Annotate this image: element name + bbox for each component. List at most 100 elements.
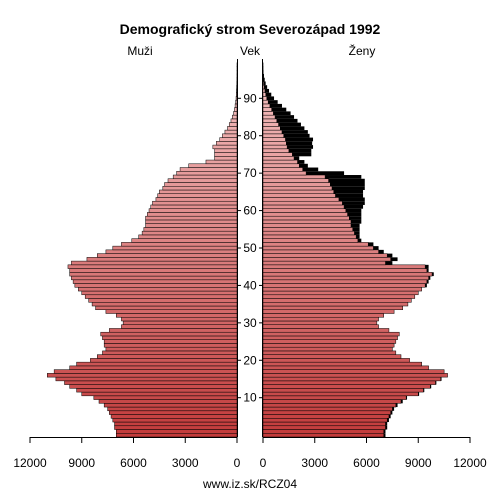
male-bar-age-42 — [71, 275, 238, 281]
female-bar-age-23 — [262, 346, 393, 352]
male-bar-age-50 — [112, 245, 238, 251]
female-excess-age-57 — [350, 219, 362, 224]
male-bar-age-74 — [214, 156, 238, 161]
male-bar-age-53 — [138, 234, 238, 239]
female-bar-age-64 — [262, 193, 336, 198]
female-excess-age-67 — [330, 182, 365, 187]
female-bar-age-9 — [262, 399, 402, 404]
male-bar-age-44 — [69, 268, 238, 273]
male-bar-age-47 — [86, 257, 238, 262]
male-bar-age-66 — [162, 185, 238, 191]
female-bar-age-0 — [262, 433, 384, 438]
female-bar-age-24 — [262, 343, 395, 348]
female-bar-age-83 — [262, 122, 279, 127]
male-bar-age-58 — [145, 215, 238, 221]
female-bar-age-74 — [262, 156, 295, 161]
male-bar-age-37 — [84, 294, 238, 299]
male-bar-age-18 — [69, 365, 238, 370]
female-excess-age-83 — [278, 122, 301, 127]
male-bar-age-65 — [159, 189, 238, 194]
male-bar-age-49 — [105, 249, 238, 254]
male-bar-age-19 — [76, 361, 238, 367]
female-excess-age-81 — [281, 130, 308, 134]
female-bar-age-31 — [262, 316, 379, 322]
male-bar-age-26 — [102, 335, 238, 340]
female-bar-age-7 — [262, 406, 393, 412]
male-bar-age-71 — [179, 167, 238, 172]
female-bar-age-88 — [262, 103, 271, 108]
female-excess-age-8 — [395, 403, 398, 408]
footer-url: www.iz.sk/RCZ04 — [202, 477, 297, 491]
female-bar-age-22 — [262, 350, 397, 355]
female-excess-age-75 — [292, 152, 312, 157]
female-bar-age-18 — [262, 365, 429, 370]
female-excess-age-41 — [426, 279, 429, 284]
female-excess-age-60 — [345, 208, 362, 213]
female-bar-age-81 — [262, 129, 283, 135]
female-bar-age-49 — [262, 249, 379, 254]
female-bar-age-19 — [262, 361, 422, 367]
female-bar-age-77 — [262, 144, 288, 150]
male-bar-age-35 — [91, 302, 238, 307]
female-bar-age-72 — [262, 163, 300, 168]
female-excess-age-84 — [276, 118, 298, 123]
male-bar-age-15 — [55, 376, 238, 382]
female-bar-age-65 — [262, 189, 334, 194]
female-bar-age-60 — [262, 208, 347, 213]
male-bar-age-23 — [105, 346, 238, 352]
male-bar-age-83 — [228, 122, 238, 127]
male-bar-age-76 — [214, 148, 238, 153]
female-bar-age-25 — [262, 339, 397, 344]
male-bar-age-85 — [232, 114, 238, 120]
age-tick-label: 80 — [243, 129, 257, 143]
female-bar-age-1 — [262, 429, 384, 434]
x-ticks: 12000 9000 6000 3000 0 0 3000 6000 9000 12000 — [13, 437, 487, 470]
male-bar-age-75 — [214, 152, 238, 157]
male-bar-age-7 — [107, 406, 238, 412]
female-bar-age-93 — [262, 84, 265, 90]
female-x-tick-label: 12000 — [453, 456, 487, 470]
female-excess-age-73 — [297, 160, 305, 164]
female-bar-age-76 — [262, 148, 290, 153]
age-tick-label: 60 — [243, 204, 257, 218]
female-bar-age-89 — [262, 99, 269, 105]
female-bar-age-40 — [262, 283, 426, 288]
female-bar-age-80 — [262, 133, 284, 138]
male-bar-age-70 — [176, 171, 238, 176]
female-excess-age-66 — [332, 186, 365, 190]
male-bar-age-46 — [71, 260, 238, 266]
age-tick-label: 10 — [243, 391, 257, 405]
female-bar-age-21 — [262, 354, 402, 359]
female-excess-age-96 — [263, 73, 264, 78]
female-bar-age-66 — [262, 185, 333, 191]
male-bar-age-89 — [235, 99, 238, 105]
female-excess-age-63 — [338, 197, 365, 202]
male-bar-age-52 — [131, 238, 238, 243]
male-bar-age-84 — [230, 118, 238, 123]
male-bar-age-24 — [103, 343, 238, 348]
female-x-tick-label: 0 — [260, 456, 267, 470]
female-bar-age-6 — [262, 410, 391, 415]
male-bar-age-56 — [145, 223, 238, 228]
female-bar-age-8 — [262, 403, 397, 408]
male-bar-age-32 — [116, 313, 238, 318]
female-excess-age-47 — [390, 257, 398, 262]
male-bar-age-0 — [116, 433, 238, 438]
female-bar-age-27 — [262, 331, 400, 337]
male-bar-age-54 — [141, 230, 238, 236]
age-tick-label: 90 — [243, 91, 257, 105]
female-bar-age-57 — [262, 219, 352, 224]
female-bars — [262, 62, 448, 438]
female-bar-age-54 — [262, 230, 355, 236]
female-bar-age-67 — [262, 182, 331, 187]
male-x-tick-label: 6000 — [120, 456, 147, 470]
male-bar-age-41 — [72, 279, 238, 284]
male-bar-age-30 — [122, 320, 238, 325]
female-bar-age-73 — [262, 159, 298, 165]
male-bar-age-67 — [164, 182, 238, 187]
male-bar-age-29 — [121, 324, 238, 329]
chart-title: Demografický strom Severozápad 1992 — [120, 21, 381, 37]
female-bar-age-75 — [262, 152, 293, 157]
male-bar-age-63 — [155, 197, 238, 202]
female-bar-age-43 — [262, 272, 433, 277]
